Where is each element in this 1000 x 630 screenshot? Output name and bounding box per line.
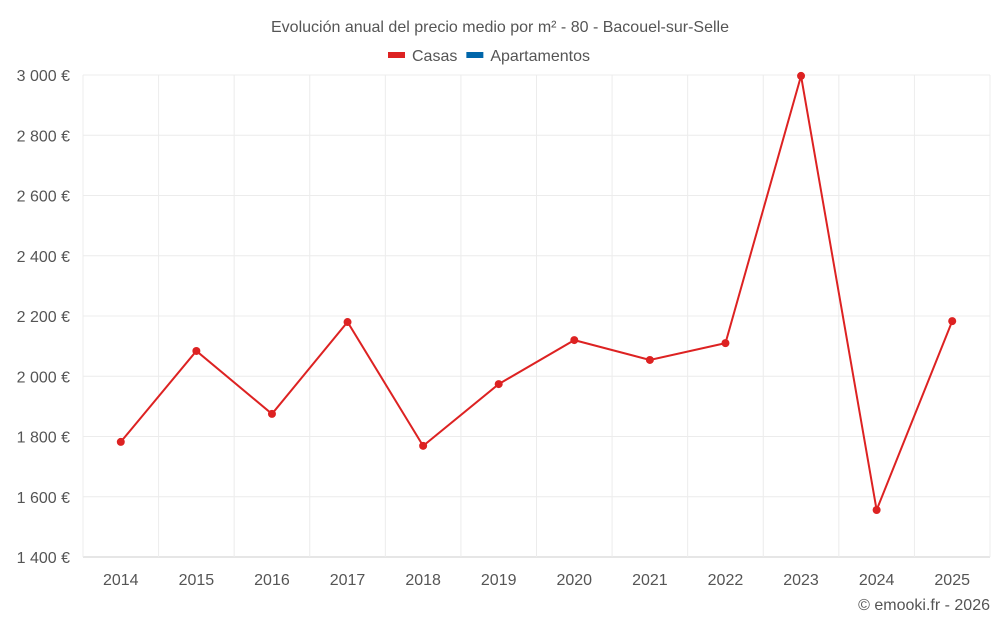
data-point — [872, 506, 881, 515]
series-line-casas — [120, 75, 954, 514]
data-point — [343, 318, 352, 327]
x-tick-label: 2022 — [708, 572, 744, 589]
credit: © emooki.fr - 2026 — [858, 597, 990, 614]
x-tick-label: 2017 — [330, 572, 366, 589]
data-point — [116, 437, 125, 446]
y-tick-label: 2 800 € — [17, 128, 70, 145]
legend-swatch-apartamentos — [466, 52, 484, 58]
y-tick-label: 2 400 € — [17, 249, 70, 266]
legend-label-apartamentos: Apartamentos — [490, 48, 590, 65]
x-axis: 2014 2015 2016 2017 2018 2019 2020 2021 2022 2023… — [103, 572, 970, 589]
data-point — [192, 346, 201, 355]
x-tick-label: 2024 — [859, 572, 895, 589]
data-point — [267, 409, 276, 418]
data-point — [494, 380, 503, 389]
y-tick-label: 2 600 € — [17, 189, 70, 206]
y-axis: 1 400 € 1 600 € 1 800 € 2 000 € 2 200 € 2 400… — [17, 68, 70, 567]
legend-swatch-casas — [388, 52, 405, 58]
chart-title: Evolución anual del precio medio por m² … — [271, 19, 729, 36]
y-tick-label: 1 600 € — [17, 490, 70, 507]
data-point — [570, 336, 579, 345]
x-tick-label: 2016 — [254, 572, 290, 589]
legend[interactable]: Casas Apartamentos — [388, 48, 590, 65]
x-tick-label: 2025 — [934, 572, 970, 589]
data-point — [419, 441, 428, 450]
y-tick-label: 1 800 € — [17, 430, 70, 447]
plot-area — [116, 71, 957, 515]
x-tick-label: 2019 — [481, 572, 517, 589]
y-tick-label: 2 000 € — [17, 369, 70, 386]
x-tick-label: 2018 — [405, 572, 441, 589]
legend-label-casas: Casas — [412, 48, 457, 65]
x-tick-label: 2014 — [103, 572, 139, 589]
data-point — [645, 355, 654, 364]
grid — [82, 74, 991, 558]
x-tick-label: 2015 — [179, 572, 215, 589]
data-point — [721, 339, 730, 348]
x-tick-label: 2020 — [556, 572, 592, 589]
data-point — [948, 317, 957, 326]
y-tick-label: 3 000 € — [17, 68, 70, 85]
data-point — [797, 71, 806, 80]
y-tick-label: 2 200 € — [17, 309, 70, 326]
x-tick-label: 2021 — [632, 572, 668, 589]
x-tick-label: 2023 — [783, 572, 819, 589]
y-tick-label: 1 400 € — [17, 550, 70, 567]
